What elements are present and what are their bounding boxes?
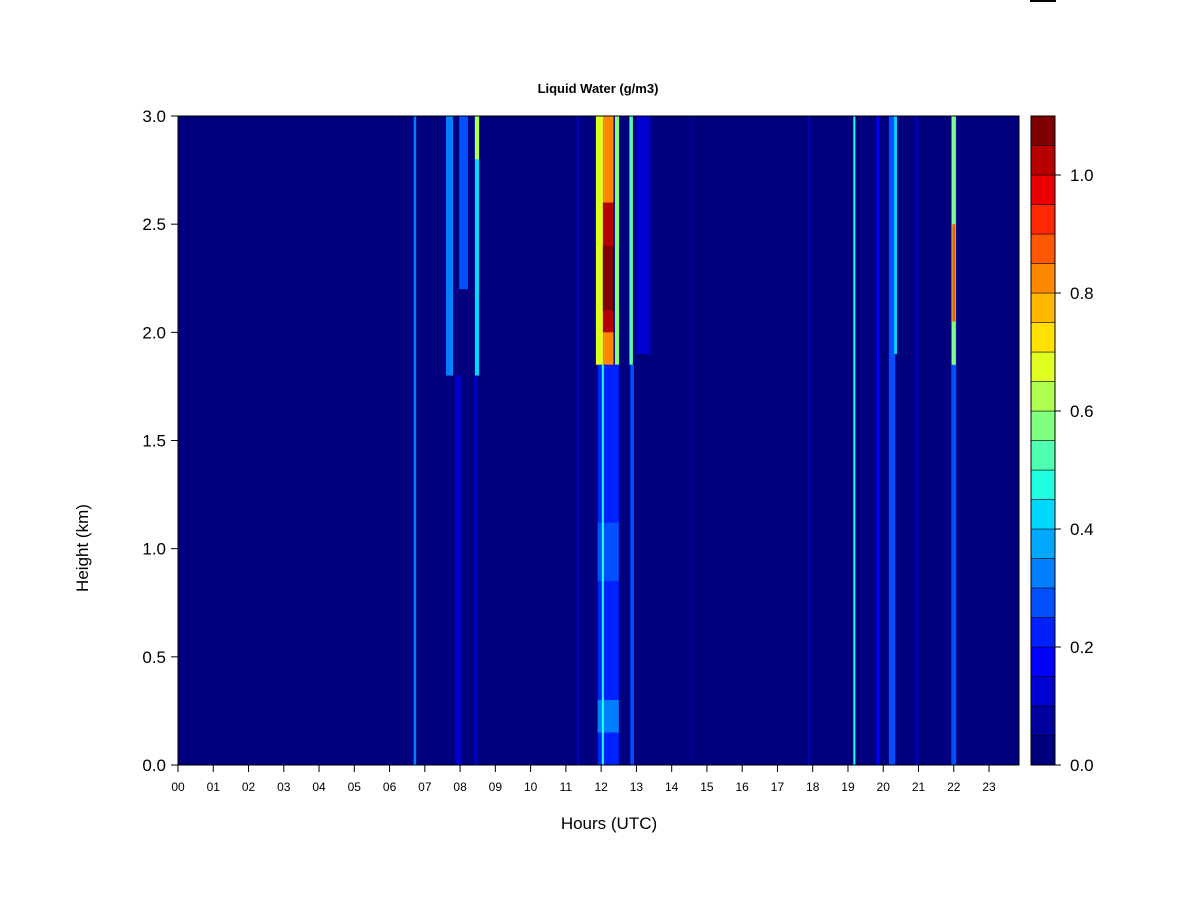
- x-tick-label: 07: [418, 780, 432, 794]
- y-tick-label: 0.0: [142, 756, 166, 775]
- y-tick-label: 2.0: [142, 323, 166, 342]
- chart-title: Liquid Water (g/m3): [538, 81, 659, 96]
- colorbar-border: [1030, 115, 1056, 766]
- colorbar-segment: [1030, 381, 1056, 412]
- x-tick-label: 08: [453, 780, 467, 794]
- heatmap-cell-2: [455, 375, 462, 765]
- colorbar-segment: [1030, 735, 1056, 766]
- heatmap-cell-13: [629, 116, 633, 365]
- colorbar-segment: [1030, 204, 1056, 235]
- heatmap-cell-8: [595, 116, 603, 365]
- x-axis-label: Hours (UTC): [561, 814, 657, 833]
- colorbar-tick-label: 1.0: [1070, 166, 1094, 185]
- heatmap-cell-25: [894, 116, 897, 354]
- corner-mark: [1030, 0, 1056, 2]
- colorbar-tick-label: 0.8: [1070, 284, 1094, 303]
- heatmap-cell-23: [876, 116, 880, 765]
- y-axis: 0.0 0.5 1.0 1.5 2.0 2.5 3.0: [142, 107, 178, 775]
- heatmap-cell-7: [577, 116, 580, 765]
- colorbar-axis: 0.0 0.2 0.4 0.6 0.8 1.0: [1055, 166, 1094, 775]
- x-tick-label: 11: [560, 780, 573, 794]
- heatmap-cell-11: [602, 245, 614, 311]
- x-tick-label: 04: [312, 780, 326, 794]
- colorbar-segment: [1030, 587, 1056, 618]
- x-tick-label: 06: [383, 780, 397, 794]
- colorbar-segment: [1030, 469, 1056, 500]
- heatmap-cell-1: [446, 116, 454, 376]
- y-tick-label: 1.5: [142, 432, 166, 451]
- colorbar-segment: [1030, 440, 1056, 471]
- heatmap-cell-0: [413, 116, 417, 765]
- colorbar: [1030, 115, 1056, 766]
- y-axis-label: Height (km): [73, 504, 92, 592]
- colorbar-segment: [1030, 351, 1056, 382]
- x-tick-label: 03: [277, 780, 291, 794]
- heatmap-cell-29: [952, 224, 956, 322]
- x-tick-label: 16: [736, 780, 750, 794]
- y-tick-label: 1.0: [142, 540, 166, 559]
- heatmap-cell-6: [474, 375, 478, 765]
- x-tick-label: 00: [171, 780, 185, 794]
- x-tick-label: 17: [771, 780, 785, 794]
- x-tick-label: 10: [524, 780, 538, 794]
- x-tick-label: 05: [348, 780, 362, 794]
- heatmap-cell-21: [808, 116, 811, 765]
- x-tick-label: 12: [594, 780, 608, 794]
- heatmap-cell-18: [630, 364, 634, 765]
- heatmap-cell-5: [474, 116, 480, 160]
- colorbar-segment: [1030, 115, 1056, 146]
- colorbar-tick-label: 0.2: [1070, 638, 1094, 657]
- y-tick-label: 0.5: [142, 648, 166, 667]
- x-tick-label: 20: [877, 780, 891, 794]
- heatmap-cell-27: [951, 116, 957, 765]
- heatmap-cell-26: [915, 116, 918, 765]
- colorbar-segment: [1030, 617, 1056, 648]
- colorbar-segment: [1030, 263, 1056, 294]
- colorbar-segment: [1030, 676, 1056, 707]
- colorbar-segment: [1030, 233, 1056, 264]
- x-tick-label: 02: [242, 780, 256, 794]
- heatmap-cell-12: [614, 116, 620, 365]
- x-tick-label: 09: [489, 780, 503, 794]
- heatmap-cell-24: [888, 116, 896, 765]
- colorbar-tick-label: 0.0: [1070, 756, 1094, 775]
- heatmap-cell-4: [474, 116, 480, 376]
- heatmap-cell-17: [601, 364, 604, 765]
- colorbar-segment: [1030, 705, 1056, 736]
- y-tick-label: 3.0: [142, 107, 166, 126]
- x-tick-label: 18: [806, 780, 820, 794]
- x-tick-label: 15: [700, 780, 714, 794]
- x-tick-label: 21: [912, 780, 926, 794]
- colorbar-segment: [1030, 174, 1056, 205]
- colorbar-segment: [1030, 499, 1056, 530]
- colorbar-tick-label: 0.4: [1070, 520, 1094, 539]
- colorbar-segment: [1030, 322, 1056, 353]
- colorbar-segment: [1030, 145, 1056, 176]
- colorbar-tick-label: 0.6: [1070, 402, 1094, 421]
- colorbar-segment: [1030, 292, 1056, 323]
- heatmap-cell-16: [597, 700, 619, 733]
- heatmap-cell-22: [853, 116, 856, 765]
- x-tick-label: 01: [207, 780, 221, 794]
- x-tick-label: 13: [630, 780, 644, 794]
- colorbar-segment: [1030, 646, 1056, 677]
- heatmap-cells: [413, 116, 957, 765]
- heatmap-cell-19: [636, 116, 651, 354]
- x-tick-label: 14: [665, 780, 679, 794]
- x-tick-label: 19: [841, 780, 855, 794]
- heatmap-cell-20: [691, 116, 694, 765]
- y-tick-label: 2.5: [142, 215, 166, 234]
- x-axis: 00 01 02 03 04 05 06 07 08 09 10 11 12 13 14 15 16 17 18 19…: [171, 765, 996, 794]
- colorbar-segment: [1030, 558, 1056, 589]
- x-tick-label: 23: [982, 780, 996, 794]
- colorbar-segment: [1030, 410, 1056, 441]
- heatmap-cell-3: [459, 116, 468, 290]
- x-tick-label: 22: [947, 780, 961, 794]
- heatmap-cell-15: [597, 522, 619, 582]
- colorbar-segment: [1030, 528, 1056, 559]
